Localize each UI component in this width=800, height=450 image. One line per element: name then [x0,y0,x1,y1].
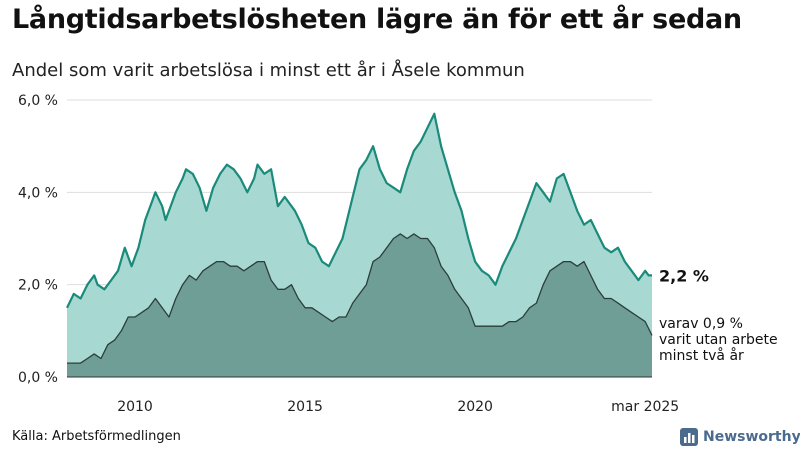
x-tick-label: mar 2025 [611,399,679,415]
series-2-end-label: varav 0,9 % varit utan arbete minst två år [659,316,778,364]
x-axis-tick-labels: 2010 2015 2020 mar 2025 [117,399,679,415]
x-tick-label: 2015 [287,399,323,415]
y-tick-label: 2,0 % [18,278,58,294]
y-axis-tick-labels: 0,0 % 2,0 % 4,0 % 6,0 % [18,93,58,386]
series-areas [66,112,653,378]
x-tick-label: 2020 [457,399,493,415]
chart-title: Långtidsarbetslösheten lägre än för ett … [12,4,742,35]
y-tick-label: 6,0 % [18,93,58,109]
series-2-end-label-line: varit utan arbete [659,332,778,348]
brand-logo: Newsworthy [680,427,800,447]
bar-chart-logo-icon [680,428,698,446]
series-2-line [67,233,653,364]
series-end-labels: 2,2 % varav 0,9 % varit utan arbete minst t… [659,266,778,364]
series-1-end-label: 2,2 % [659,266,709,285]
source-note: Källa: Arbetsförmedlingen [12,429,181,444]
series-2-end-label-line: varav 0,9 % [659,316,743,332]
brand-name: Newsworthy [703,429,800,445]
x-tick-label: 2010 [117,399,153,415]
chart-subtitle: Andel som varit arbetslösa i minst ett å… [12,60,525,81]
y-tick-label: 0,0 % [18,370,58,386]
series-2-area [67,233,652,377]
y-tick-label: 4,0 % [18,185,58,201]
series-2-end-label-line: minst två år [659,347,744,364]
series-1-line [66,112,652,309]
